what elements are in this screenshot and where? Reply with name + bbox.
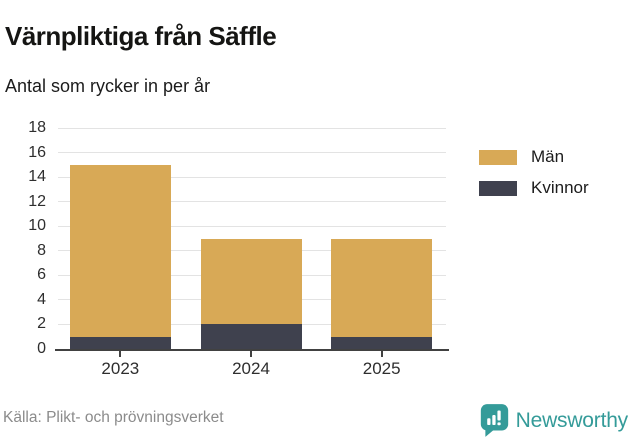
- legend-item-man: Män: [479, 147, 589, 167]
- legend-item-kvinnor: Kvinnor: [479, 178, 589, 198]
- y-tick-label: 4: [37, 290, 46, 308]
- legend-label-man: Män: [531, 147, 565, 166]
- x-tick-label: 2025: [362, 359, 401, 378]
- y-tick-label: 2: [37, 315, 46, 333]
- legend-swatch-kvinnor: [479, 180, 517, 196]
- legend-label-kvinnor: Kvinnor: [531, 178, 589, 197]
- y-tick-label: 0: [37, 340, 46, 357]
- y-tick-label: 14: [28, 168, 46, 186]
- x-axis-line: [55, 349, 449, 351]
- bar-segment-kvinnor-2023: [69, 336, 171, 349]
- legend: Män Kvinnor: [479, 147, 589, 209]
- x-tick: [380, 351, 383, 357]
- bar-segment-män-2024: [200, 238, 302, 325]
- gridline: [58, 176, 446, 178]
- y-tick-label: 8: [37, 241, 46, 259]
- bar-segment-kvinnor-2024: [200, 324, 302, 349]
- x-tick-label: 2023: [101, 359, 140, 378]
- bar-segment-män-2023: [69, 164, 171, 337]
- bar-segment-kvinnor-2025: [331, 336, 433, 349]
- y-tick-label: 12: [28, 192, 46, 210]
- newsworthy-wordmark: Newsworthy: [515, 408, 629, 432]
- chart-title: Värnpliktiga från Säffle: [5, 21, 277, 52]
- newsworthy-logo: Newsworthy: [479, 403, 628, 438]
- gridline: [58, 225, 446, 227]
- y-tick-label: 16: [28, 143, 46, 161]
- bar-segment-män-2025: [331, 238, 433, 337]
- y-tick-label: 10: [28, 217, 46, 235]
- x-tick: [250, 351, 252, 357]
- gridline: [58, 152, 446, 154]
- source-note: Källa: Plikt- och prövningsverket: [3, 409, 224, 426]
- gridline: [58, 201, 446, 203]
- y-tick-label: 18: [28, 119, 46, 136]
- legend-swatch-man: [479, 149, 517, 165]
- gridline: [58, 127, 446, 129]
- y-tick-label: 6: [37, 266, 46, 284]
- x-tick-label: 2024: [232, 359, 270, 378]
- chart-subtitle: Antal som rycker in per år: [5, 76, 211, 96]
- newsworthy-icon: [480, 404, 508, 437]
- x-tick: [119, 351, 122, 357]
